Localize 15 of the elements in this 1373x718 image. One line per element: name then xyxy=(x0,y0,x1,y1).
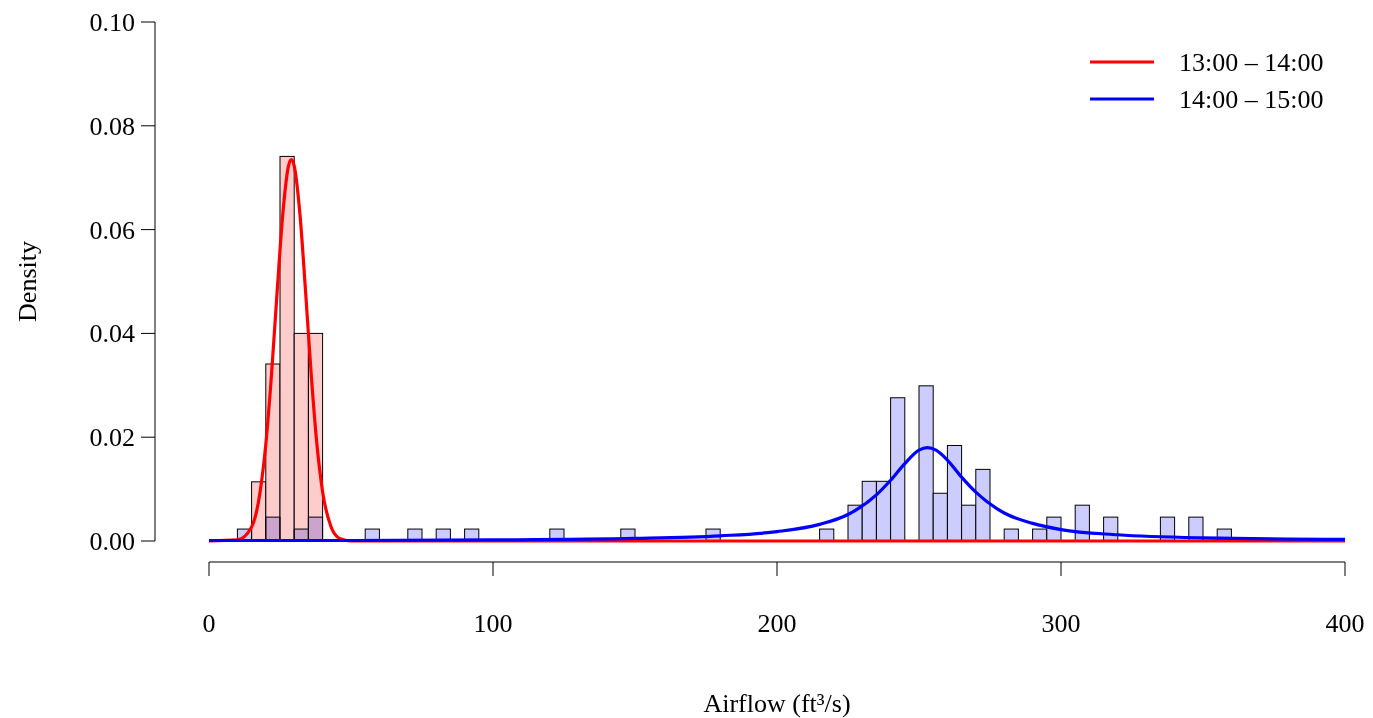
x-tick-label: 100 xyxy=(473,609,513,638)
legend-label: 13:00 – 14:00 xyxy=(1179,48,1324,77)
x-tick-label: 200 xyxy=(757,609,797,638)
y-tick-label: 0.00 xyxy=(89,527,135,556)
y-tick-label: 0.04 xyxy=(89,319,135,349)
x-tick-label: 400 xyxy=(1325,609,1365,638)
y-axis-title: Density xyxy=(13,241,42,322)
y-tick-label: 0.02 xyxy=(89,423,135,453)
y-tick-label: 0.06 xyxy=(89,215,135,245)
legend-label: 14:00 – 15:00 xyxy=(1179,85,1324,114)
x-axis-title: Airflow (ft³/s) xyxy=(703,689,851,718)
x-tick-label: 0 xyxy=(202,609,216,638)
x-tick-label: 300 xyxy=(1041,609,1081,638)
y-tick-label: 0.10 xyxy=(89,8,135,37)
y-tick-label: 0.08 xyxy=(89,111,135,141)
